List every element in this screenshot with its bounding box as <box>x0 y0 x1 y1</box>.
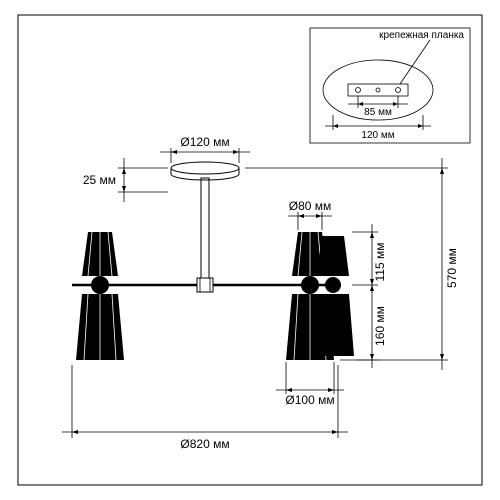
svg-text:160 мм: 160 мм <box>373 306 387 346</box>
svg-text:Ø120 мм: Ø120 мм <box>180 135 229 149</box>
svg-text:25 мм: 25 мм <box>83 173 116 187</box>
dim-shade-top-dia: Ø80 мм <box>288 199 332 230</box>
inset-plate-w: 120 мм <box>361 130 394 141</box>
hub <box>197 278 213 292</box>
stem <box>201 178 209 278</box>
svg-text:Ø80 мм: Ø80 мм <box>289 199 332 213</box>
canopy <box>171 162 239 180</box>
svg-text:Ø100 мм: Ø100 мм <box>285 393 334 407</box>
shade-left <box>76 232 124 360</box>
dim-stem-offset: 25 мм <box>83 158 168 202</box>
svg-text:115 мм: 115 мм <box>373 243 387 282</box>
dim-canopy-dia: Ø120 мм <box>160 135 250 163</box>
inset-mounting-plate: крепежная планка 85 мм 120 мм <box>310 28 470 143</box>
dim-shade-top-h: 115 мм <box>352 224 387 293</box>
dim-shade-bot-dia: Ø100 мм <box>276 362 344 407</box>
svg-text:Ø820 мм: Ø820 мм <box>180 437 229 451</box>
dim-overall-w: Ø820 мм <box>62 365 348 451</box>
svg-text:570 мм: 570 мм <box>445 248 459 288</box>
inset-label-1: крепежная планка <box>379 30 464 41</box>
inset-hole-spacing: 85 мм <box>364 107 392 118</box>
dim-shade-bot-h: 160 мм <box>356 285 387 368</box>
